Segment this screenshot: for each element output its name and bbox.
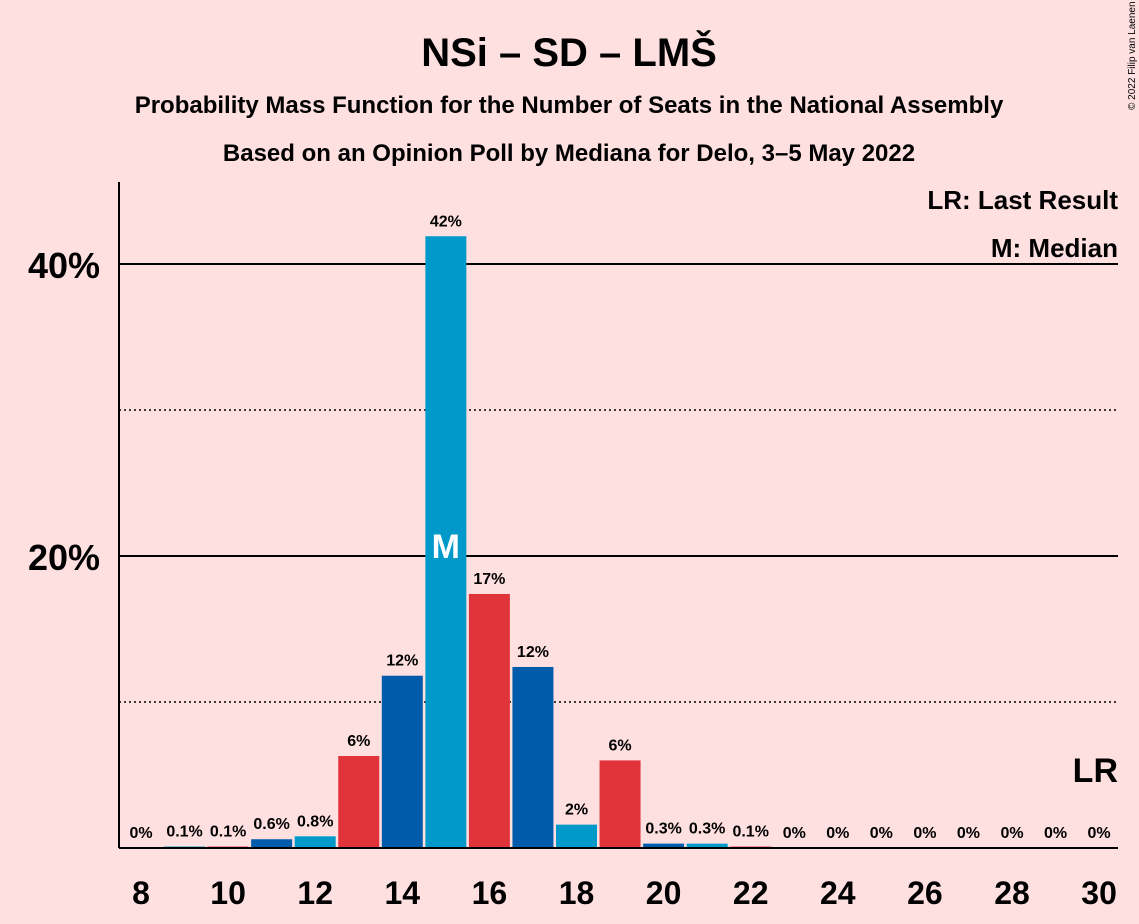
bar-seat-19: [599, 760, 641, 848]
bar-seat-17: [512, 666, 554, 848]
bar-label-seat-13: 6%: [347, 733, 370, 750]
bar-label-seat-8: 0%: [129, 825, 152, 842]
bar-seat-21: [686, 843, 728, 848]
bar-seat-11: [251, 839, 293, 848]
bar-seat-14: [381, 675, 423, 848]
bar-label-seat-12: 0.8%: [297, 813, 333, 830]
bar-seat-12: [294, 836, 336, 848]
x-tick-label: 16: [472, 875, 508, 911]
bar-label-seat-14: 12%: [386, 653, 418, 670]
median-marker: M: [432, 528, 460, 566]
bar-label-seat-17: 12%: [517, 644, 549, 661]
bar-seat-20: [643, 843, 685, 848]
chart-title: NSi – SD – LMŠ: [421, 29, 717, 75]
bar-label-seat-15: 42%: [430, 213, 462, 230]
bar-seat-18: [556, 824, 597, 848]
x-tick-label: 28: [994, 875, 1030, 911]
bar-label-seat-16: 17%: [473, 571, 505, 588]
bar-seat-13: [338, 756, 380, 848]
y-tick-label: 20%: [28, 537, 100, 578]
bar-label-seat-24: 0%: [826, 825, 849, 842]
x-tick-label: 8: [132, 875, 150, 911]
legend-last-result: LR: Last Result: [927, 185, 1118, 215]
x-tick-label: 10: [210, 875, 246, 911]
x-tick-label: 24: [820, 875, 856, 911]
bar-seat-16: [468, 593, 510, 848]
bar-label-seat-28: 0%: [1000, 825, 1023, 842]
gridlines: [119, 263, 1118, 703]
bar-labels: 0% 0.1% 0.1% 0.6% 0.8% 6% 12% 42% 17% 12% 2% 6% 0.3%…: [129, 213, 1110, 842]
bar-label-seat-23: 0%: [783, 825, 806, 842]
bar-label-seat-29: 0%: [1044, 825, 1067, 842]
bar-label-seat-27: 0%: [957, 825, 980, 842]
bar-label-seat-20: 0.3%: [645, 821, 681, 838]
copyright-text: © 2022 Filip van Laenen: [1127, 1, 1138, 110]
bar-label-seat-25: 0%: [870, 825, 893, 842]
x-tick-label: 26: [907, 875, 943, 911]
bar-label-seat-10: 0.1%: [210, 824, 246, 841]
y-axis-ticks: 20% 40%: [28, 245, 100, 578]
bar-label-seat-26: 0%: [913, 825, 936, 842]
bar-label-seat-19: 6%: [608, 737, 631, 754]
x-tick-label: 30: [1081, 875, 1117, 911]
x-tick-label: 20: [646, 875, 682, 911]
bar-label-seat-21: 0.3%: [689, 821, 725, 838]
chart-subtitle-2: Based on an Opinion Poll by Mediana for …: [223, 140, 915, 167]
bar-label-seat-22: 0.1%: [732, 824, 768, 841]
bar-label-seat-9: 0.1%: [166, 824, 202, 841]
bar-label-seat-11: 0.6%: [253, 816, 289, 833]
chart-subtitle-1: Probability Mass Function for the Number…: [135, 92, 1004, 119]
bar-seat-15: [425, 236, 467, 848]
legend-median: M: Median: [991, 233, 1118, 263]
x-tick-label: 14: [385, 875, 421, 911]
x-axis-ticks: 8 10 12 14 16 18 20 22 24 26 28 30: [132, 875, 1117, 911]
x-tick-label: 22: [733, 875, 769, 911]
last-result-marker: LR: [1073, 752, 1118, 790]
y-tick-label: 40%: [28, 245, 100, 286]
bar-label-seat-30: 0%: [1088, 825, 1111, 842]
bars: [164, 236, 772, 848]
x-tick-label: 18: [559, 875, 595, 911]
bar-label-seat-18: 2%: [565, 802, 588, 819]
x-tick-label: 12: [297, 875, 333, 911]
